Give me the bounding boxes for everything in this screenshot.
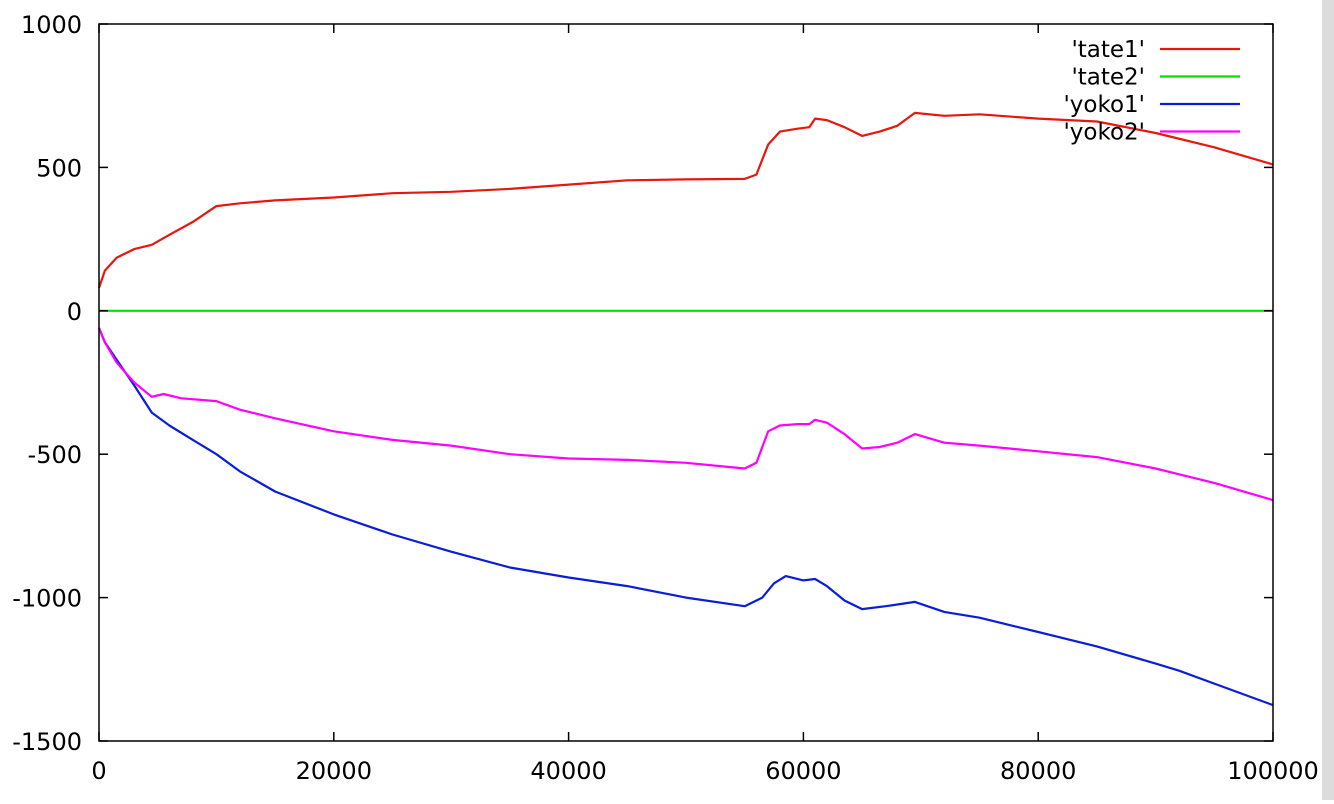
x-tick-label-0: 0 [91,757,106,785]
y-tick-label-1: 500 [36,154,82,182]
series-line-2 [97,327,1274,707]
y-tick-label-3: -500 [28,441,82,469]
legend-label-0: 'tate1' [1071,37,1145,63]
legend-label-1: 'tate2' [1071,65,1145,91]
x-tick-label-1: 20000 [296,757,372,785]
x-tick-label-3: 60000 [765,757,841,785]
window-edge [1322,0,1334,800]
series-line-0 [97,111,1274,289]
series-line-3 [97,327,1274,502]
x-tick-label-5: 100000 [1227,757,1319,785]
y-tick-label-2: 0 [67,298,82,326]
legend-label-3: 'yoko2' [1063,120,1145,146]
axes-layer: 0 20000 40000 60000 80000 100000 1000 500 0 -500 -… [12,11,1319,785]
y-tick-label-4: -1000 [12,585,82,613]
x-tick-label-4: 80000 [1000,757,1076,785]
x-tick-label-2: 40000 [530,757,606,785]
y-tick-label-0: 1000 [21,11,82,39]
plot-frame [98,23,1274,742]
series-layer [97,111,1274,707]
y-tick-label-5: -1500 [12,728,82,756]
legend: 'tate1''tate2''yoko1''yoko2' [1063,37,1240,146]
legend-label-2: 'yoko1' [1063,92,1145,118]
